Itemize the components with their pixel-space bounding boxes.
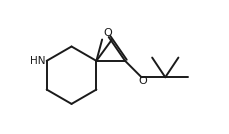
- Text: HN: HN: [30, 56, 45, 66]
- Text: O: O: [137, 76, 146, 86]
- Text: O: O: [103, 28, 112, 38]
